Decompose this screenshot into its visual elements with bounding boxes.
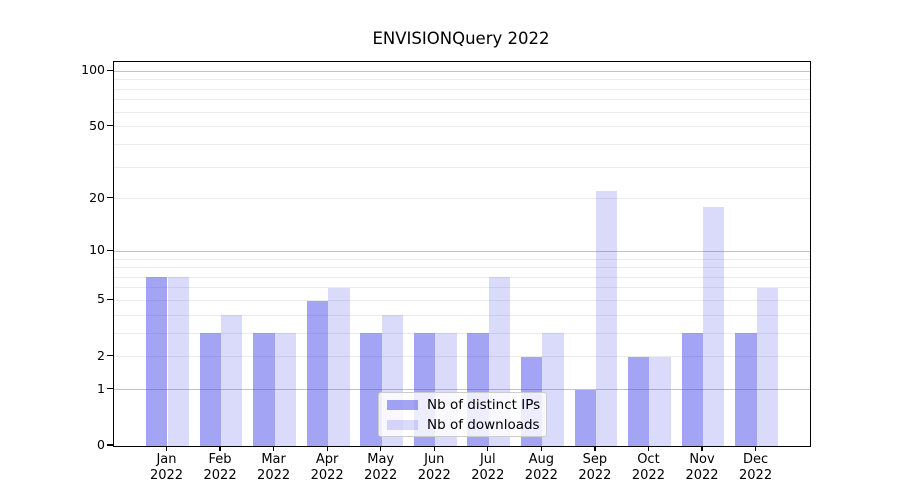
bar-feb-downloads	[221, 315, 243, 446]
y-tick-label: 20	[89, 189, 105, 205]
gridline-minor	[114, 276, 810, 278]
bar-jan-ips	[146, 277, 168, 446]
bar-sep-ips	[574, 389, 596, 446]
gridline-major	[114, 250, 810, 252]
gridline-minor	[114, 356, 810, 358]
bar-nov-downloads	[703, 206, 725, 446]
gridline-major	[114, 70, 810, 72]
x-tick-mark	[326, 446, 328, 451]
bar-dec-ips	[735, 333, 757, 446]
x-tick-mark	[647, 446, 650, 451]
gridline-major	[114, 389, 810, 391]
bar-jan-downloads	[167, 277, 189, 446]
y-tick-label: 2	[97, 347, 105, 363]
gridline-minor	[114, 166, 810, 168]
x-tick-mark	[380, 446, 382, 451]
x-tick-label-feb: Feb 2022	[203, 452, 237, 483]
x-tick-label-nov: Nov 2022	[685, 452, 719, 483]
bar-dec-downloads	[756, 287, 778, 446]
y-tick-mark	[107, 355, 113, 357]
gridline-minor	[114, 88, 810, 90]
bar-mar-downloads	[274, 333, 296, 446]
gridline-minor	[114, 111, 810, 113]
x-tick-label-mar: Mar 2022	[257, 452, 291, 483]
gridline-minor	[114, 126, 810, 128]
x-tick-mark	[701, 446, 703, 451]
gridline-minor	[114, 99, 810, 101]
y-tick-label: 1	[97, 380, 105, 396]
gridline-minor	[114, 299, 810, 301]
y-tick-mark	[107, 249, 113, 251]
gridline-minor	[114, 143, 810, 145]
y-tick-mark	[107, 69, 113, 71]
y-tick-label: 100	[81, 62, 105, 78]
bar-apr-ips	[306, 300, 329, 446]
x-tick-label-oct: Oct 2022	[631, 452, 665, 483]
bar-sep-downloads	[595, 191, 618, 446]
legend-swatch-distinct-ips	[387, 399, 418, 410]
x-tick-label-may: May 2022	[364, 452, 398, 483]
x-tick-label-aug: Aug 2022	[524, 452, 558, 483]
plot-inner	[114, 62, 810, 446]
x-tick-label-sep: Sep 2022	[578, 452, 612, 483]
y-tick-mark	[107, 388, 113, 390]
gridline-minor	[114, 79, 810, 81]
chart-title: ENVISIONQuery 2022	[372, 29, 550, 48]
x-tick-label-jan: Jan 2022	[149, 452, 184, 483]
x-tick-mark	[540, 446, 542, 451]
x-tick-label-apr: Apr 2022	[310, 452, 344, 483]
x-tick-mark	[754, 446, 757, 451]
y-tick-label: 0	[97, 437, 105, 452]
x-tick-label-jul: Jul 2022	[471, 452, 505, 483]
bar-oct-ips	[628, 356, 650, 446]
bar-feb-ips	[199, 333, 222, 446]
legend-label-distinct-ips: Nb of distinct IPs	[427, 396, 541, 413]
x-tick-label-dec: Dec 2022	[739, 452, 773, 483]
gridline-minor	[114, 287, 810, 289]
gridline-minor	[114, 258, 810, 260]
legend-item-downloads: Nb of downloads	[387, 416, 546, 433]
y-tick-mark	[107, 197, 113, 199]
y-tick-mark	[107, 444, 113, 446]
legend: Nb of distinct IPs Nb of downloads	[378, 392, 547, 437]
y-tick-label: 50	[89, 117, 105, 133]
y-tick-mark	[107, 125, 113, 127]
x-tick-mark	[272, 446, 275, 451]
legend-swatch-downloads	[387, 419, 418, 430]
x-tick-mark	[165, 446, 168, 451]
bar-mar-ips	[253, 333, 275, 446]
x-tick-label-jun: Jun 2022	[417, 452, 451, 483]
bar-may-ips	[360, 333, 382, 446]
bar-aug-downloads	[542, 333, 564, 446]
y-tick-label: 5	[97, 291, 105, 307]
bar-oct-downloads	[649, 356, 671, 446]
gridline-minor	[114, 332, 810, 334]
legend-label-downloads: Nb of downloads	[427, 416, 540, 433]
legend-item-distinct-ips: Nb of distinct IPs	[387, 396, 546, 413]
x-tick-mark	[594, 446, 596, 451]
x-tick-mark	[433, 446, 435, 451]
x-tick-mark	[487, 446, 489, 451]
bar-apr-downloads	[328, 287, 350, 446]
x-tick-mark	[219, 446, 221, 451]
gridline-minor	[114, 314, 810, 316]
y-tick-mark	[107, 298, 113, 301]
gridline-minor	[114, 267, 810, 269]
gridline-minor	[114, 198, 810, 200]
bar-nov-ips	[681, 333, 703, 446]
plot-area: Nb of distinct IPs Nb of downloads	[113, 61, 811, 447]
y-tick-label: 10	[89, 242, 105, 258]
